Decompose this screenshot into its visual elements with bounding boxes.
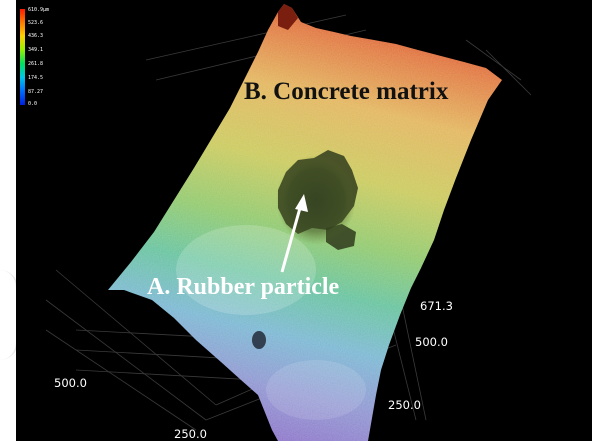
color-scale-bar (20, 9, 25, 105)
scale-label-min: 0.0 (28, 101, 38, 107)
surface-sheen-2 (266, 360, 366, 420)
axis-right-tick-label: 250.0 (388, 398, 421, 412)
scale-label: 436.3 (28, 33, 44, 39)
surface-render (45, 4, 532, 441)
scale-label: 349.1 (28, 47, 44, 53)
scale-label: 174.5 (28, 75, 44, 81)
height-color-scale: 610.9µm 523.6 436.3 349.1 261.8 174.5 87… (20, 7, 56, 107)
axis-left-tick-label: 500.0 (54, 376, 87, 390)
scale-label: 87.27 (28, 89, 44, 95)
page-margin (0, 0, 18, 441)
surface-pit (252, 331, 266, 349)
concrete-matrix-label: B. Concrete matrix (244, 78, 449, 105)
annotation-arrow (280, 194, 308, 273)
scale-label: 523.6 (28, 20, 44, 26)
axis-right-tick-label: 500.0 (415, 335, 448, 349)
scale-label: 261.8 (28, 61, 44, 67)
rubber-particle-label: A. Rubber particle (147, 274, 340, 300)
peak-region (278, 4, 298, 30)
axis-bottom-tick-label: 250.0 (174, 427, 207, 441)
scale-label-max: 610.9µm (28, 7, 50, 13)
axis-z-max-label: 671.3 (420, 299, 453, 313)
surface-sheen (176, 225, 316, 315)
3d-surface-view[interactable]: 610.9µm 523.6 436.3 349.1 261.8 174.5 87… (16, 0, 592, 441)
